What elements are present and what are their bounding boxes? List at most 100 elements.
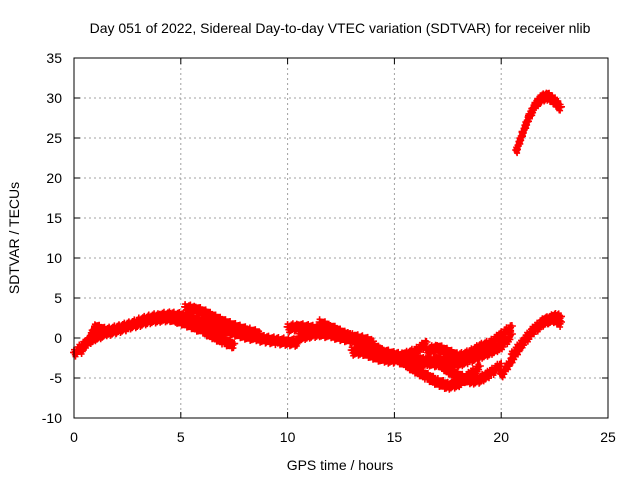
data-point [181,302,190,311]
x-tick-label: 10 [280,429,296,445]
data-point [422,356,431,365]
data-point [198,324,207,333]
data-point [518,127,527,136]
data-point [433,342,442,350]
data-point [443,346,452,355]
data-point [529,324,538,333]
data-point [213,314,222,322]
data-point [358,346,367,354]
data-point [123,320,132,329]
data-point [550,95,559,104]
data-point [486,338,495,346]
data-point [358,336,367,345]
data-point [347,332,356,341]
data-point [76,346,85,354]
data-point [475,342,484,350]
data-point [401,358,410,366]
x-axis-label: GPS time / hours [287,457,394,473]
data-point [255,329,264,338]
data-point [512,146,521,154]
data-point [557,102,566,111]
data-point [539,315,548,324]
data-point [283,322,292,331]
data-point [155,313,164,322]
axis-ticks [73,57,609,419]
data-point [245,326,254,334]
tick-labels: 0 5 10 15 20 25 -10 -5 0 5 10 15 20 25 30 35 [42,50,616,445]
x-tick-label: 25 [600,429,616,445]
data-point [326,322,335,330]
y-tick-label: -5 [50,370,63,386]
y-tick-label: 15 [46,210,62,226]
data-point [219,335,228,344]
data-point [454,370,463,379]
data-point [465,375,474,384]
data-point [443,380,452,389]
data-point [166,311,175,320]
data-point [531,99,540,108]
data-point [223,318,232,327]
data-point [465,348,474,357]
data-point [294,332,303,341]
data-point [208,330,217,338]
data-point [390,351,399,360]
y-tick-label: 0 [54,330,62,346]
data-point [144,314,153,323]
y-axis-label: SDTVAR / TECUs [6,182,22,294]
x-tick-label: 20 [493,429,509,445]
series-track-o [512,89,566,157]
data-point [112,323,121,332]
data-point [433,376,442,385]
chart-title: Day 051 of 2022, Sidereal Day-to-day VTE… [90,20,591,36]
y-tick-label: 5 [54,290,62,306]
data-point [234,322,243,331]
data-point [272,335,281,344]
y-tick-label: 10 [46,250,62,266]
data-point [191,303,200,312]
plot-frame [73,57,609,419]
data-point [518,336,527,345]
data-point [91,322,100,330]
data-point [262,334,271,342]
series-track-n [507,312,566,361]
series-track-c [166,309,239,352]
data-point [401,350,410,358]
y-tick-label: 20 [46,170,62,186]
data-point [369,342,378,350]
data-point [411,346,420,354]
data-point [337,327,345,336]
data-point [507,350,516,358]
data-point [497,330,506,338]
data-point [557,318,566,326]
y-tick-label: 35 [46,50,62,66]
data-point [486,367,495,376]
data-point [411,358,420,366]
data-point [443,364,452,373]
data-point [537,92,546,101]
data-point [544,90,553,99]
data-point [134,318,143,326]
data-point [84,334,93,342]
series-track-k [433,354,506,388]
series-track-i [369,340,484,393]
data-point [475,362,484,370]
data-point [187,319,196,328]
series-track-l [422,322,516,364]
y-tick-label: -10 [42,410,62,426]
series-track-d [181,301,264,341]
data-point [304,329,313,338]
x-tick-label: 5 [177,429,185,445]
data-point [230,339,239,348]
data-point [315,318,324,326]
data-point [454,351,463,360]
data-point [202,308,211,317]
data-point [283,336,292,345]
data-point [176,315,185,324]
data-point [294,321,303,330]
data-point [475,374,484,382]
data-point [422,370,431,379]
data-point [433,356,442,365]
x-tick-label: 0 [70,429,78,445]
